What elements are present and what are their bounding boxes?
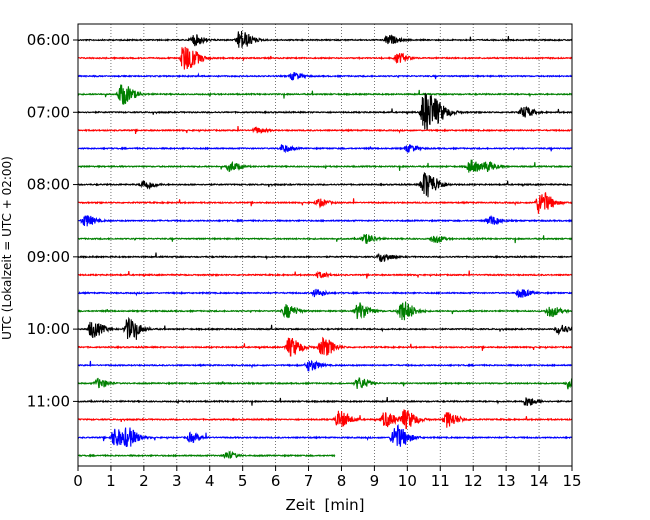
x-tick-label: 0 <box>73 472 83 490</box>
trace-0715 <box>77 125 573 135</box>
x-tick-label: 10 <box>398 472 417 490</box>
x-tick-label: 13 <box>497 472 516 490</box>
x-tick-label: 7 <box>304 472 314 490</box>
y-tick-label: 11:00 <box>27 392 70 410</box>
y-tick-label: 07:00 <box>27 103 70 121</box>
x-tick-label: 14 <box>530 472 549 490</box>
x-axis-ticks: 0 1 2 3 4 5 6 7 8 9 10 11 12 13 14 15 <box>73 466 582 490</box>
x-tick-label: 4 <box>205 472 215 490</box>
x-tick-label: 6 <box>271 472 281 490</box>
y-axis-ticks: 06:00 07:00 08:00 09:00 10:00 11:00 <box>27 31 78 410</box>
x-tick-label: 15 <box>562 472 581 490</box>
trace-0730 <box>77 144 573 154</box>
trace-1030 <box>77 359 573 372</box>
trace-0930 <box>77 288 573 298</box>
trace-0615 <box>77 46 573 70</box>
x-grid <box>110 24 540 466</box>
y-tick-label: 10:00 <box>27 320 70 338</box>
seismogram-traces <box>77 31 573 460</box>
x-tick-label: 9 <box>370 472 380 490</box>
trace-0945 <box>77 301 573 321</box>
trace-1100 <box>77 397 573 406</box>
x-tick-label: 8 <box>337 472 347 490</box>
trace-0800 <box>77 172 573 198</box>
plot-frame <box>77 23 573 467</box>
x-tick-label: 2 <box>139 472 149 490</box>
x-tick-label: 5 <box>238 472 248 490</box>
x-tick-label: 11 <box>431 472 450 490</box>
y-tick-label: 08:00 <box>27 176 70 194</box>
trace-1145 <box>77 450 336 460</box>
trace-0745 <box>78 159 573 173</box>
x-tick-label: 3 <box>172 472 182 490</box>
trace-1130 <box>77 423 573 447</box>
x-tick-label: 1 <box>106 472 116 490</box>
x-axis-label: Zeit [min] <box>285 496 364 514</box>
trace-0600 <box>77 31 573 48</box>
trace-0845 <box>77 234 573 244</box>
trace-1000 <box>77 316 573 340</box>
trace-1045 <box>77 377 573 390</box>
trace-0815 <box>77 191 573 214</box>
trace-0915 <box>77 270 573 279</box>
trace-0700 <box>77 93 573 131</box>
trace-0645 <box>77 84 573 105</box>
y-tick-label: 06:00 <box>27 31 70 49</box>
trace-1015 <box>77 336 573 357</box>
trace-0900 <box>77 252 573 263</box>
trace-1115 <box>77 409 573 429</box>
trace-0630 <box>77 71 573 81</box>
x-tick-label: 12 <box>464 472 483 490</box>
y-tick-label: 09:00 <box>27 248 70 266</box>
trace-0830 <box>77 214 573 227</box>
y-axis-label: UTC (Lokalzeit = UTC + 02:00) <box>0 156 14 340</box>
